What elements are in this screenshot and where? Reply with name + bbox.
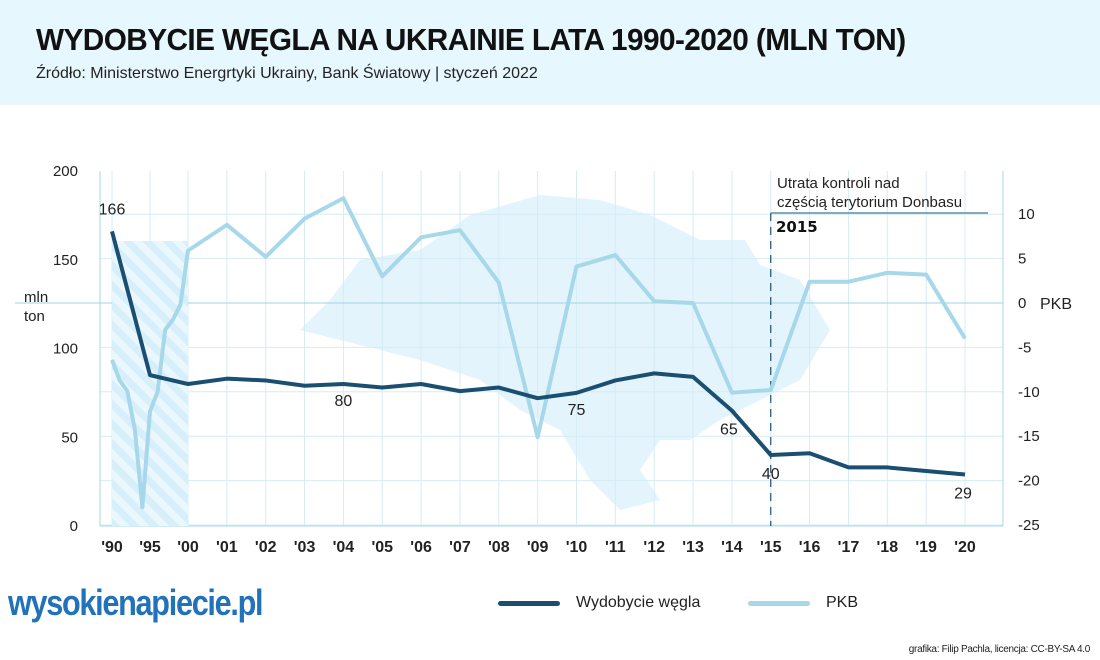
- x-tick-label: '15: [760, 539, 782, 556]
- x-tick-label: '00: [177, 539, 199, 556]
- x-tick-label: '01: [216, 539, 238, 556]
- x-tick-label: '95: [139, 539, 161, 556]
- x-tick-label: '08: [488, 539, 510, 556]
- x-tick-label: '17: [838, 539, 860, 556]
- x-tick-label: '06: [410, 539, 432, 556]
- credit: grafika: Filip Pachla, licencja: CC-BY-S…: [908, 644, 1091, 655]
- right-tick-label: -5: [1018, 339, 1031, 356]
- right-tick-label: -10: [1018, 384, 1040, 401]
- x-tick-label: '04: [333, 539, 355, 556]
- source-subtitle: Źródło: Ministerstwo Energrtyki Ukrainy,…: [36, 65, 538, 82]
- left-axis-label: ton: [24, 308, 45, 325]
- legend-coal: Wydobycie węgla: [498, 594, 700, 612]
- hatched-region: [112, 241, 188, 526]
- right-tick-label: 10: [1018, 206, 1035, 223]
- right-tick-label: 0: [1018, 295, 1026, 312]
- page-title: WYDOBYCIE WĘGLA NA UKRAINIE LATA 1990-20…: [36, 22, 906, 57]
- coal-data-label: 40: [762, 466, 780, 483]
- pkb-line: [110, 196, 967, 510]
- annotation-text: Utrata kontroli nad: [777, 175, 900, 192]
- x-tick-label: '10: [566, 539, 588, 556]
- annotation-year: 2015: [776, 218, 818, 236]
- left-axis-label: mln: [24, 289, 48, 306]
- right-tick-label: 5: [1018, 251, 1026, 268]
- x-tick-label: '09: [527, 539, 549, 556]
- left-tick-label: 0: [70, 518, 78, 535]
- x-tick-label: '20: [954, 539, 976, 556]
- right-axis-label: PKB: [1040, 296, 1072, 313]
- right-tick-label: -20: [1018, 473, 1040, 490]
- legend-pkb: PKB: [748, 594, 858, 612]
- ukraine-map-background: [300, 195, 830, 510]
- right-tick-label: -25: [1018, 517, 1040, 534]
- x-tick-label: '16: [799, 539, 821, 556]
- x-tick-label: '90: [101, 539, 123, 556]
- x-tick-label: '12: [643, 539, 665, 556]
- x-tick-label: '02: [255, 539, 277, 556]
- x-tick-label: '19: [915, 539, 937, 556]
- coal-data-label: 65: [720, 422, 738, 439]
- x-tick-label: '03: [294, 539, 316, 556]
- legend-label-pkb: PKB: [826, 594, 859, 611]
- coal-line: [110, 230, 966, 477]
- left-tick-label: 100: [53, 341, 78, 358]
- x-tick-label: '14: [721, 539, 743, 556]
- coal-data-label: 166: [99, 201, 126, 218]
- coal-data-label: 29: [954, 486, 972, 503]
- logo[interactable]: wysokienapiecie.pl: [8, 582, 264, 623]
- coal-data-label: 75: [568, 402, 586, 419]
- left-tick-label: 150: [53, 252, 78, 269]
- x-tick-label: '18: [876, 539, 898, 556]
- x-tick-label: '13: [682, 539, 704, 556]
- header: WYDOBYCIE WĘGLA NA UKRAINIE LATA 1990-20…: [0, 0, 1100, 105]
- coal-data-label: 80: [335, 393, 353, 410]
- x-tick-label: '05: [371, 539, 393, 556]
- legend-swatch-coal: [498, 600, 560, 606]
- right-tick-label: -15: [1018, 428, 1040, 445]
- annotation-text: częścią terytorium Donbasu: [777, 194, 962, 211]
- legend-swatch-pkb: [748, 600, 810, 606]
- left-tick-label: 50: [61, 429, 78, 446]
- x-tick-label: '07: [449, 539, 471, 556]
- legend-label-coal: Wydobycie węgla: [576, 594, 701, 611]
- x-tick-label: '11: [605, 539, 626, 556]
- left-tick-label: 200: [53, 163, 78, 180]
